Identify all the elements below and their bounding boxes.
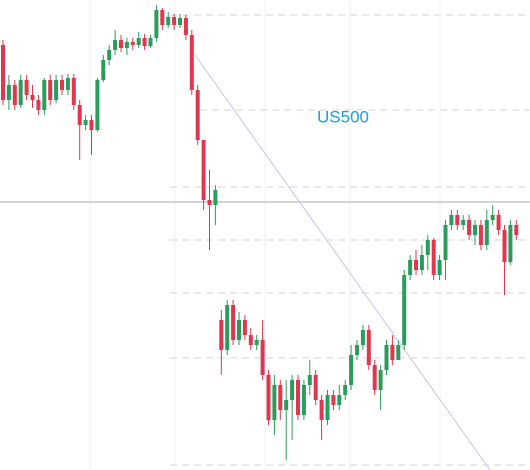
candle-body [231, 305, 236, 340]
candle-body [119, 40, 123, 48]
candle-body [77, 105, 82, 125]
candle-body [384, 345, 389, 370]
candle-body [266, 375, 271, 420]
candle-body [12, 85, 17, 105]
candle-body [6, 85, 11, 100]
candle-body [414, 260, 418, 270]
candle-body [260, 340, 265, 375]
candle-body [425, 240, 430, 255]
candle-body [42, 80, 47, 110]
candle-body [478, 225, 483, 245]
chart-title: US500 [317, 107, 369, 126]
candle-body [437, 260, 442, 275]
candle-body [71, 78, 76, 105]
candle-body [402, 275, 407, 345]
candle-body [278, 385, 283, 410]
candle-body [343, 385, 348, 395]
candle-body [248, 335, 253, 345]
candle-body [508, 225, 513, 262]
candle-body [225, 305, 230, 350]
candle-body [355, 345, 359, 355]
candle-body [307, 375, 312, 385]
candle-body [490, 215, 495, 220]
candle-body [496, 215, 501, 230]
candle-body [378, 370, 383, 390]
candle-body [272, 385, 277, 420]
candle-body [331, 395, 336, 405]
candle-body [124, 42, 129, 48]
candle-body [290, 380, 295, 400]
candle-body [18, 80, 23, 105]
candle-body [154, 10, 159, 38]
candle-body [148, 38, 153, 46]
candle-body [408, 260, 413, 275]
candle-body [95, 80, 100, 130]
candle-body [166, 17, 171, 25]
candle-body [502, 230, 507, 262]
candle-body [431, 240, 436, 275]
candle-body [189, 35, 194, 90]
candle-body [65, 78, 70, 90]
candle-body [296, 380, 300, 415]
candle-body [284, 400, 289, 410]
candle-body [83, 120, 88, 125]
candle-body [60, 80, 64, 90]
candle-body [136, 38, 141, 45]
candle-body [1, 45, 5, 100]
candle-body [183, 18, 188, 35]
candle-body [313, 375, 318, 400]
candle-body [201, 140, 206, 200]
candle-body [443, 225, 448, 260]
candle-body [514, 225, 519, 235]
candle-body [195, 90, 200, 140]
candle-body [142, 38, 147, 46]
candle-body [473, 225, 477, 235]
candle-body [360, 330, 365, 345]
candle-body [48, 80, 53, 100]
candle-body [254, 340, 259, 345]
candle-body [319, 400, 324, 420]
candle-body [30, 95, 35, 100]
candle-body [396, 345, 401, 360]
candle-body [372, 365, 377, 390]
candle-body [213, 190, 218, 205]
candle-body [160, 10, 165, 25]
candle-body [24, 80, 29, 95]
candle-body [130, 42, 135, 45]
candle-body [242, 320, 247, 335]
candle-body [89, 120, 94, 130]
candle-body [455, 215, 460, 225]
candle-body [325, 395, 330, 420]
candle-body [484, 220, 489, 245]
candle-body [337, 395, 342, 405]
candle-body [113, 40, 118, 50]
candle-body [390, 345, 395, 360]
candle-body [461, 220, 466, 225]
candle-body [237, 320, 241, 340]
candle-body [301, 385, 306, 415]
candle-body [107, 50, 112, 60]
candle-body [419, 255, 424, 270]
candle-body [36, 100, 41, 110]
candle-body [178, 18, 182, 25]
candle-body [349, 355, 354, 385]
candle-body [54, 80, 59, 100]
trend-line [194, 54, 491, 470]
candle-body [172, 17, 177, 25]
candle-body [467, 220, 472, 235]
candle-body [101, 60, 106, 80]
candle-body [219, 320, 224, 350]
candle-body [449, 215, 454, 225]
candle-body [366, 330, 371, 365]
candle-body [207, 200, 212, 205]
